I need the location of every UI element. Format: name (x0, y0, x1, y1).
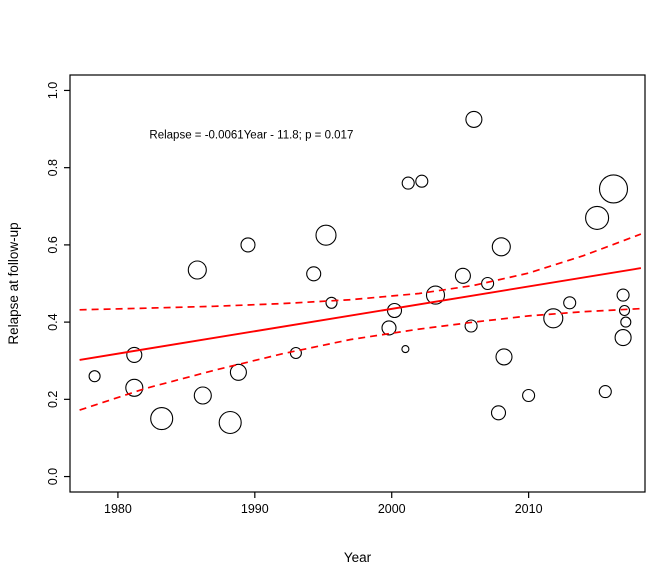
data-point (315, 224, 337, 246)
regression-line (79, 267, 642, 361)
data-point (425, 285, 446, 305)
data-point (522, 388, 536, 403)
data-point (193, 386, 212, 405)
data-point (495, 348, 513, 366)
ci-lower-line (79, 307, 641, 411)
data-point (618, 304, 631, 317)
data-point (306, 266, 322, 282)
plot-border (69, 74, 646, 493)
y-axis-tick-label: 0.0 (46, 468, 60, 485)
data-point (381, 320, 397, 336)
data-point (150, 407, 174, 431)
ci-upper-line (79, 233, 642, 311)
data-point (563, 296, 577, 310)
data-point (401, 345, 410, 354)
y-axis-tick-label: 1.0 (46, 82, 60, 99)
data-point (585, 205, 610, 230)
data-point (616, 288, 630, 302)
data-point (465, 110, 483, 128)
x-axis-tick-label: 1980 (104, 502, 132, 516)
y-axis-tick-label: 0.4 (46, 313, 60, 330)
data-point (289, 346, 302, 360)
data-point (126, 346, 143, 363)
data-point (240, 237, 256, 253)
data-point (598, 174, 629, 204)
data-point (491, 237, 511, 257)
data-point (415, 174, 429, 188)
data-point (218, 410, 242, 435)
y-axis-tick-label: 0.2 (46, 391, 60, 408)
data-point (187, 260, 207, 280)
data-point (229, 363, 247, 381)
data-point (490, 405, 507, 421)
data-point (620, 316, 632, 328)
x-axis-tick-label: 2010 (515, 502, 543, 516)
data-point (325, 296, 338, 309)
data-point (614, 329, 632, 347)
x-axis-tick-label: 2000 (378, 502, 406, 516)
regression-annotation: Relapse = -0.0061Year - 11.8; p = 0.017 (149, 130, 353, 142)
data-point (125, 378, 144, 397)
data-point (598, 385, 612, 399)
y-axis-tick-label: 0.6 (46, 236, 60, 253)
data-point (464, 319, 478, 333)
data-point (401, 176, 415, 190)
data-point (454, 267, 471, 284)
data-point (88, 370, 101, 383)
data-point (481, 276, 495, 291)
data-point (386, 302, 403, 319)
y-axis-title: Relapse at follow-up (6, 222, 21, 344)
x-axis-tick-label: 1990 (241, 502, 269, 516)
x-axis-title: Year (344, 550, 372, 565)
data-point (543, 308, 564, 329)
y-axis-tick-label: 0.8 (46, 159, 60, 176)
